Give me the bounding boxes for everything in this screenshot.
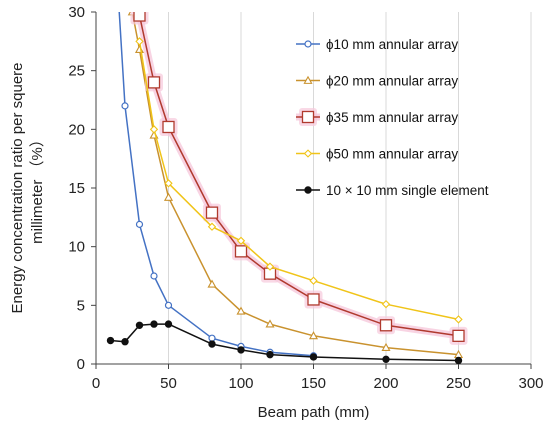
x-tick-label: 50 — [160, 375, 177, 392]
data-point — [121, 102, 129, 110]
legend-swatch-marker — [304, 186, 312, 194]
data-point — [381, 299, 391, 309]
y-axis-title-line-1: Energy concentration ratio per squere — [9, 63, 26, 314]
data-point — [208, 334, 216, 342]
series-4 — [106, 320, 463, 364]
series-line — [131, 12, 459, 356]
y-tick-label: 20 — [68, 121, 85, 138]
legend-item-2: ϕ35 mm annular array — [296, 108, 458, 126]
legend-item-3: ϕ50 mm annular array — [296, 147, 458, 162]
legend-label: 10 × 10 mm single element — [326, 183, 489, 198]
legend-swatch-marker — [303, 149, 313, 158]
data-point — [309, 276, 318, 285]
data-point — [149, 125, 159, 134]
x-tick-label: 200 — [373, 375, 398, 392]
legend-label: ϕ20 mm annular array — [326, 74, 458, 89]
data-point — [207, 279, 217, 288]
x-tick-label: 250 — [446, 375, 471, 392]
data-point — [307, 293, 320, 306]
data-point — [134, 44, 145, 53]
data-point — [309, 353, 318, 361]
legend-item-1: ϕ20 mm annular array — [296, 74, 458, 89]
legend-label: ϕ10 mm annular array — [326, 37, 458, 52]
data-point — [106, 336, 115, 345]
data-series — [106, 12, 468, 364]
y-tick-label: 25 — [68, 63, 85, 80]
x-tick-label: 0 — [92, 375, 100, 392]
series-glow-line — [136, 14, 460, 340]
data-point — [164, 179, 173, 188]
data-point — [237, 346, 245, 354]
data-point — [236, 236, 246, 245]
x-tick-label: 300 — [518, 375, 543, 392]
x-tick-label: 150 — [301, 375, 326, 392]
data-point — [234, 245, 248, 258]
legend-label: ϕ50 mm annular array — [326, 147, 458, 162]
data-point — [150, 272, 158, 280]
data-point — [147, 76, 161, 89]
legend-swatch-marker — [301, 110, 315, 124]
series-3 — [135, 37, 463, 324]
y-axis-title-line-2: millimeter （%） — [29, 132, 46, 244]
data-point — [454, 356, 463, 364]
y-tick-label: 15 — [68, 180, 85, 197]
x-axis-title: Beam path (mm) — [258, 404, 370, 421]
data-point — [265, 319, 275, 328]
data-point — [208, 340, 216, 348]
data-point — [121, 338, 129, 346]
data-point — [135, 220, 144, 228]
data-point — [379, 319, 393, 332]
legend-item-0: ϕ10 mm annular array — [296, 37, 458, 52]
data-point — [207, 222, 217, 231]
axes: 0 50 100 150 200 250 300 0 5 10 15 20 25 30 — [68, 4, 543, 392]
data-point — [163, 192, 174, 201]
data-point — [164, 301, 173, 309]
y-tick-label: 10 — [68, 239, 85, 256]
legend-item-4: 10 × 10 mm single element — [296, 183, 489, 198]
data-point — [162, 120, 175, 134]
data-point — [382, 355, 390, 364]
x-tick-label: 100 — [228, 375, 253, 392]
y-tick-label: 5 — [77, 297, 85, 314]
y-tick-label: 30 — [68, 4, 85, 21]
legend: ϕ10 mm annular array ϕ20 mm annular array… — [296, 37, 489, 198]
data-point — [164, 320, 173, 328]
data-point — [266, 350, 274, 359]
legend-swatch-marker — [303, 75, 313, 84]
data-point — [135, 37, 144, 46]
data-point — [236, 306, 246, 315]
y-tick-label: 0 — [77, 356, 85, 373]
data-point — [265, 262, 275, 271]
legend-swatch-marker — [304, 40, 312, 48]
series-2 — [130, 12, 468, 345]
data-point — [381, 342, 391, 352]
data-point — [308, 331, 319, 340]
legend-label: ϕ35 mm annular array — [326, 110, 458, 125]
data-point — [133, 12, 146, 22]
data-point — [452, 329, 465, 342]
data-point — [454, 315, 463, 324]
data-point — [205, 206, 219, 219]
data-point — [150, 320, 158, 328]
data-point — [135, 321, 144, 329]
